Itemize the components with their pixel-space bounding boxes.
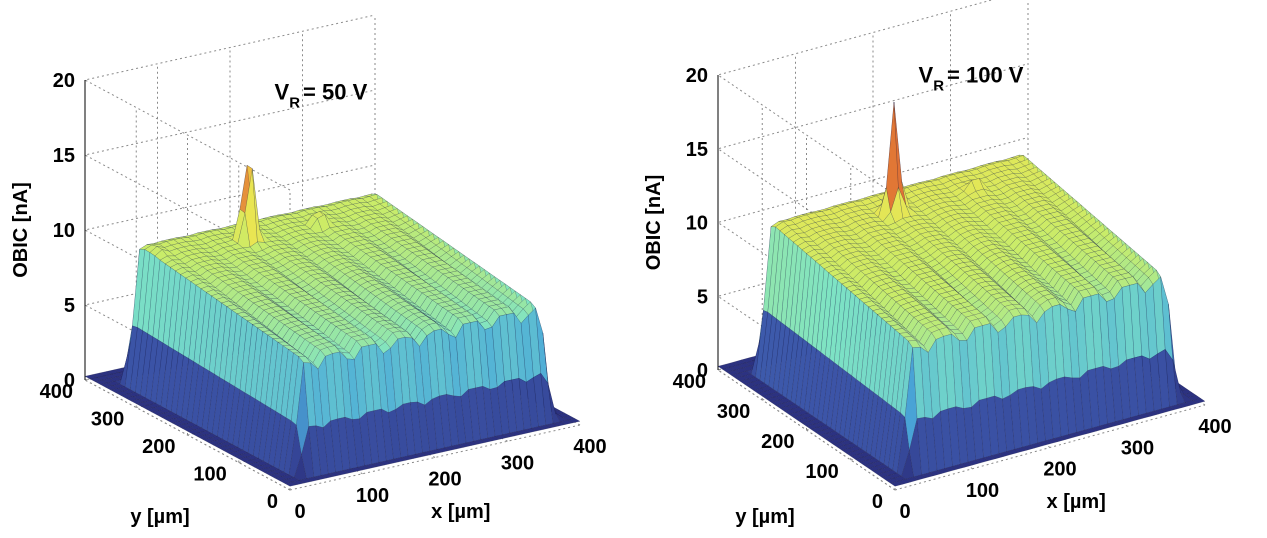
x-tick-label: 0 — [899, 501, 910, 523]
y-tick-label: 300 — [717, 401, 750, 423]
x-tick-label: 200 — [428, 469, 461, 491]
annotation-main: V — [275, 79, 290, 104]
z-tick-label: 0 — [697, 360, 708, 382]
y-tick-label: 100 — [805, 461, 838, 483]
x-tick-label: 200 — [1043, 459, 1076, 481]
annotation-value: = 50 V — [303, 79, 368, 104]
x-tick-label: 300 — [1121, 437, 1154, 459]
y-tick-label: 100 — [193, 464, 226, 486]
z-tick-label: 5 — [64, 295, 75, 317]
y-tick-label: 200 — [761, 431, 794, 453]
annotation-subscript: R — [289, 94, 300, 111]
voltage-annotation: VR = 100 V — [919, 62, 1024, 94]
y-tick-label: 0 — [872, 491, 883, 513]
annotation-subscript: R — [933, 77, 944, 94]
z-tick-label: 5 — [697, 286, 708, 308]
surface — [717, 102, 1206, 487]
x-tick-label: 100 — [356, 485, 389, 507]
x-tick-label: 300 — [501, 452, 534, 474]
z-axis-label: OBIC [nA] — [643, 175, 665, 271]
x-axis-label: x [µm] — [431, 501, 490, 523]
z-tick-label: 15 — [53, 145, 75, 167]
surface — [84, 164, 581, 487]
z-tick-label: 20 — [686, 65, 708, 87]
x-axis-label: x [µm] — [1047, 491, 1106, 513]
y-tick-label: 0 — [267, 491, 278, 513]
x-tick-label: 0 — [294, 501, 305, 523]
x-tick-label: 400 — [573, 436, 606, 458]
y-tick-label: 400 — [673, 371, 706, 393]
z-axis-label: OBIC [nA] — [10, 182, 32, 278]
y-tick-label: 400 — [40, 381, 73, 403]
x-tick-label: 400 — [1198, 416, 1231, 438]
voltage-annotation: VR = 50 V — [275, 79, 368, 111]
y-tick-label: 200 — [142, 436, 175, 458]
y-tick-label: 300 — [91, 409, 124, 431]
annotation-main: V — [919, 62, 934, 87]
z-tick-label: 20 — [53, 70, 75, 92]
y-axis-label: y [µm] — [130, 506, 189, 528]
y-axis-label: y [µm] — [735, 506, 794, 528]
x-tick-label: 100 — [966, 480, 999, 502]
z-tick-label: 15 — [686, 139, 708, 161]
annotation-value: = 100 V — [947, 62, 1024, 87]
z-tick-label: 10 — [686, 213, 708, 235]
z-tick-label: 10 — [53, 220, 75, 242]
z-tick-label: 0 — [64, 370, 75, 392]
